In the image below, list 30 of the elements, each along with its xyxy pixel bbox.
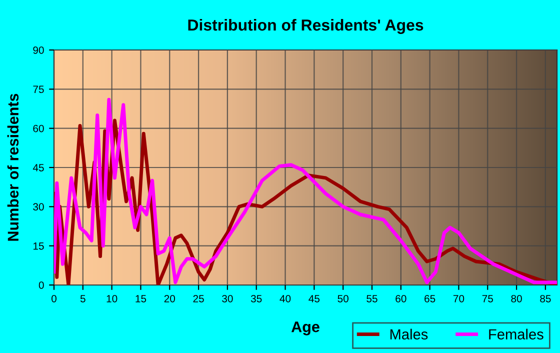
y-axis-title: Number of residents [7, 94, 19, 241]
x-tick-label: 75 [482, 295, 493, 302]
y-tick-label: 60 [33, 124, 44, 132]
legend-label: Males [390, 328, 428, 340]
x-tick-label: 50 [338, 294, 348, 302]
x-tick-label: 15 [136, 295, 146, 302]
y-tick-label: 90 [33, 46, 44, 54]
y-tick-label: 0 [38, 282, 44, 289]
x-tick-label: 5 [80, 295, 86, 302]
y-tick-label: 45 [32, 164, 44, 172]
y-tick-label: 75 [33, 86, 44, 94]
y-tick-label: 30 [33, 203, 44, 211]
x-tick-label: 80 [511, 294, 522, 302]
legend-label: Females [489, 328, 544, 340]
x-tick-label: 35 [250, 294, 262, 302]
x-tick-label: 20 [164, 294, 176, 302]
y-tick-label: 15 [33, 242, 44, 250]
x-tick-label: 70 [453, 294, 464, 302]
x-axis-title: Age [291, 322, 320, 336]
x-tick-label: 60 [396, 294, 406, 302]
x-tick-label: 40 [280, 294, 291, 302]
x-tick-label: 25 [193, 294, 204, 302]
x-tick-label: 30 [222, 294, 233, 302]
chart-title: Distribution of Residents' Ages [188, 18, 424, 34]
x-tick-label: 85 [540, 294, 551, 302]
x-tick-label: 45 [308, 295, 320, 302]
x-tick-label: 65 [424, 294, 436, 302]
x-tick-label: 55 [366, 295, 378, 302]
x-tick-label: 0 [52, 294, 56, 302]
x-tick-label: 10 [106, 294, 118, 302]
